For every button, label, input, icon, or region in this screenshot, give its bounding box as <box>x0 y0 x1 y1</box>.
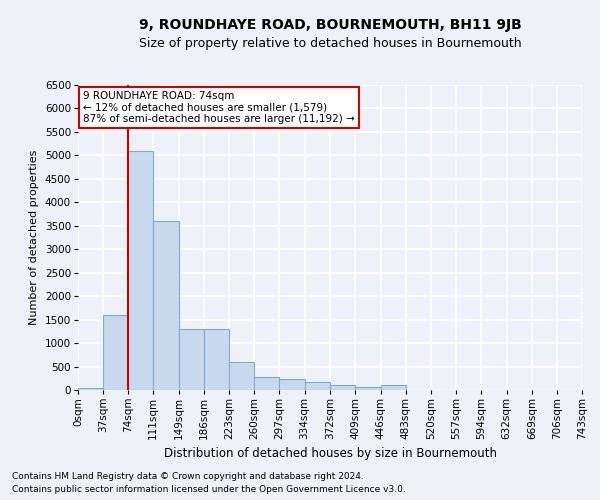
Text: Contains public sector information licensed under the Open Government Licence v3: Contains public sector information licen… <box>12 485 406 494</box>
Bar <box>78 388 103 390</box>
Bar <box>204 329 229 390</box>
Bar <box>280 379 305 390</box>
X-axis label: Distribution of detached houses by size in Bournemouth: Distribution of detached houses by size … <box>163 448 497 460</box>
Y-axis label: Number of detached properties: Number of detached properties <box>29 150 39 325</box>
Bar <box>305 382 331 390</box>
Bar <box>380 386 406 390</box>
Bar <box>331 386 355 390</box>
Text: Size of property relative to detached houses in Bournemouth: Size of property relative to detached ho… <box>139 38 521 51</box>
Bar <box>179 329 204 390</box>
Bar <box>254 378 280 390</box>
Bar <box>103 315 128 390</box>
Text: 9, ROUNDHAYE ROAD, BOURNEMOUTH, BH11 9JB: 9, ROUNDHAYE ROAD, BOURNEMOUTH, BH11 9JB <box>139 18 521 32</box>
Text: Contains HM Land Registry data © Crown copyright and database right 2024.: Contains HM Land Registry data © Crown c… <box>12 472 364 481</box>
Bar <box>128 150 153 390</box>
Bar <box>355 387 380 390</box>
Bar <box>153 221 179 390</box>
Bar <box>229 362 254 390</box>
Text: 9 ROUNDHAYE ROAD: 74sqm
← 12% of detached houses are smaller (1,579)
87% of semi: 9 ROUNDHAYE ROAD: 74sqm ← 12% of detache… <box>83 91 355 124</box>
